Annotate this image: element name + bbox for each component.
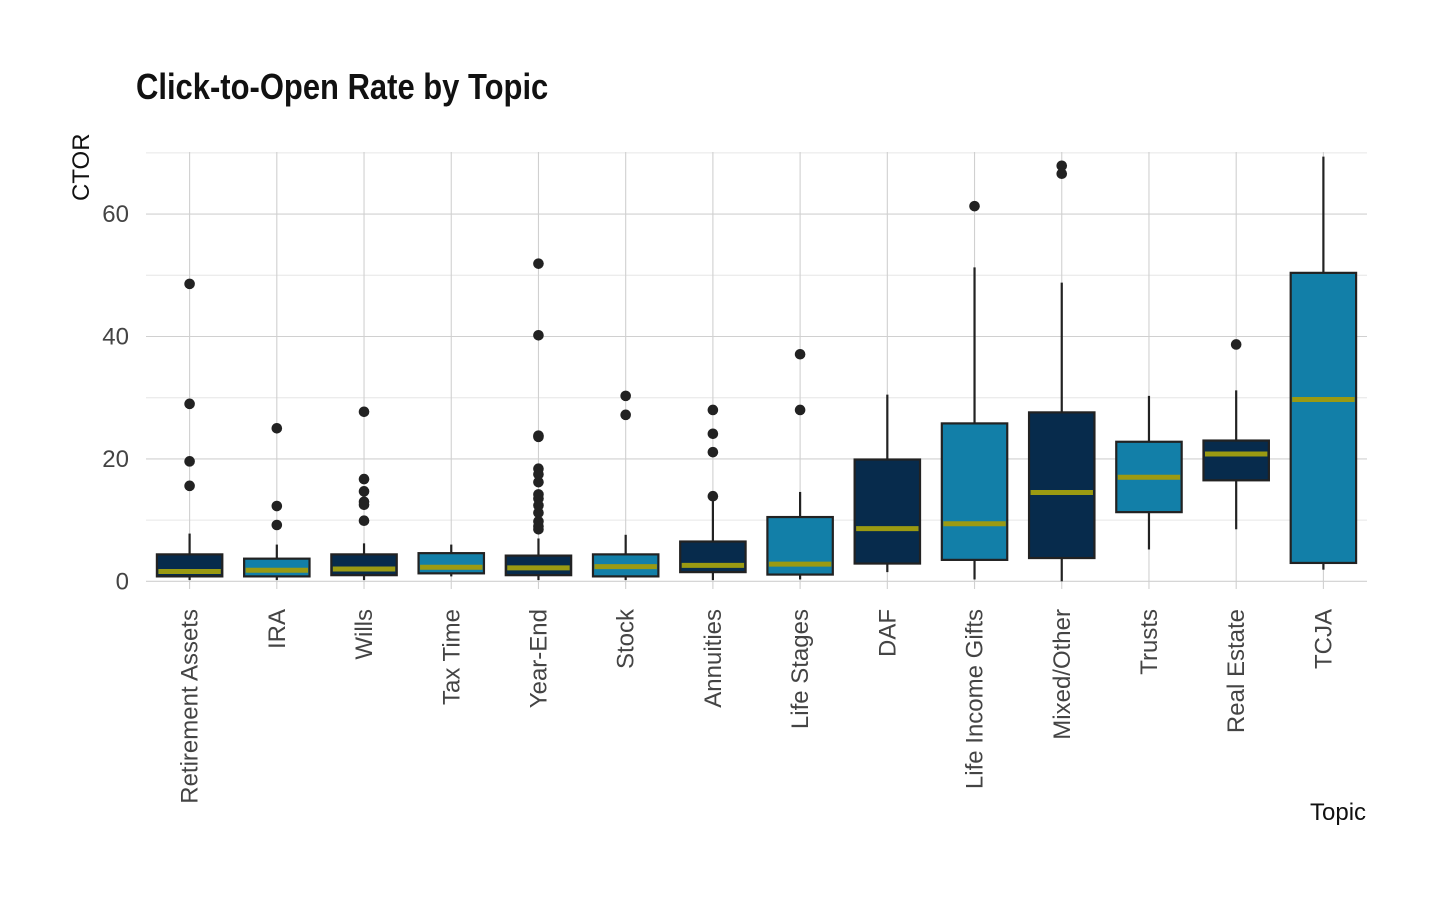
box-ira [243,423,311,581]
x-tick-label: Life Stages [787,609,814,729]
outlier-point [707,490,719,502]
x-tick-label: Mixed/Other [1049,609,1076,740]
box-tax-time [417,544,486,577]
outlier-point [1230,339,1242,350]
outlier-point [184,278,195,290]
box-stock [591,390,660,581]
box-year-end [504,258,573,581]
box-iqr [1027,411,1096,560]
box-iqr [330,553,398,577]
outlier-point [707,446,719,458]
outlier-point [533,500,544,511]
x-tick-label: Real Estate [1223,609,1250,733]
outlier-point [271,500,283,512]
box-tcja [1289,156,1358,570]
outlier-point [794,404,806,416]
y-tick-label: 20 [102,446,129,473]
box-life-stages [766,348,834,580]
outlier-point [707,428,719,440]
x-tick-label: Annuities [700,609,727,708]
outlier-point [533,523,544,535]
outlier-point [358,486,370,497]
box-annuities [679,404,747,581]
outlier-point [533,431,544,443]
box-iqr [1289,271,1358,565]
x-axis-ticks: Retirement Assets IRA Wills Tax Time Year-En… [177,608,1338,804]
outlier-point [533,507,544,519]
x-tick-label: DAF [874,609,901,657]
x-axis-label: Topic [1310,799,1367,826]
box-daf [853,394,922,573]
x-tick-label: Year-End [525,609,552,708]
box-real-estate [1202,339,1270,530]
outlier-point [533,329,544,341]
y-axis-ticks: 0 20 40 60 [102,201,129,595]
outlier-point [1056,168,1068,180]
outlier-point [620,390,631,402]
box-iqr [417,552,486,575]
outlier-point [184,480,195,492]
outlier-point [271,519,283,531]
x-tick-label: Trusts [1136,609,1163,675]
outlier-point [794,348,806,360]
outlier-point [533,476,544,488]
box-trusts [1115,395,1183,550]
outlier-point [533,468,544,480]
outlier-point [969,200,980,212]
grid-lines [146,152,1367,589]
box-iqr [1202,439,1270,482]
outlier-point [707,404,719,416]
outlier-point [184,456,195,467]
x-tick-label: Tax Time [438,609,465,705]
chart-title: Click-to-Open Rate by Topic [136,66,549,107]
box-life-income-gifts [940,200,1009,580]
outlier-point [271,423,283,434]
outlier-point [358,499,370,511]
box-wills [330,406,398,581]
box-iqr [940,422,1009,561]
x-tick-label: Retirement Assets [177,609,204,804]
outlier-point [620,409,631,421]
outlier-point [358,473,370,485]
outlier-point [358,515,370,527]
box-mixed-other [1027,160,1096,582]
x-tick-label: IRA [264,609,291,649]
x-tick-label: Stock [613,608,640,669]
y-tick-label: 0 [116,568,129,595]
box-retirement-assets [155,278,224,581]
x-tick-label: Wills [351,609,378,660]
outlier-point [1056,160,1068,172]
outlier-point [533,258,544,269]
x-tick-label: Life Income Gifts [962,609,989,789]
outlier-point [184,398,195,410]
x-tick-label: TCJA [1310,609,1337,669]
y-tick-label: 60 [102,201,129,228]
outlier-point [358,406,370,418]
y-tick-label: 40 [102,324,129,351]
box-iqr [853,458,922,565]
box-iqr [243,557,311,578]
boxes-layer [155,156,1358,582]
